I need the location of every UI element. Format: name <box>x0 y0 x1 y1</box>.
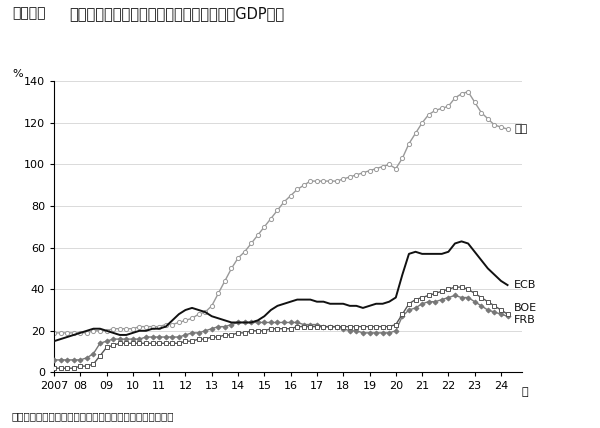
Text: 日銀: 日銀 <box>514 124 527 134</box>
Text: %: % <box>12 69 23 79</box>
Text: BOE: BOE <box>514 303 537 313</box>
Text: ［図表］: ［図表］ <box>12 6 46 21</box>
Text: （出所）　三井住友トラスト・アセットマネジメント作成: （出所） 三井住友トラスト・アセットマネジメント作成 <box>12 412 175 422</box>
Text: 日米英欧中銀のバランスシート規模（名盪GDP比）: 日米英欧中銀のバランスシート規模（名盪GDP比） <box>69 6 284 21</box>
Text: ECB: ECB <box>514 280 536 290</box>
Text: 年: 年 <box>522 387 529 397</box>
Text: FRB: FRB <box>514 315 536 325</box>
